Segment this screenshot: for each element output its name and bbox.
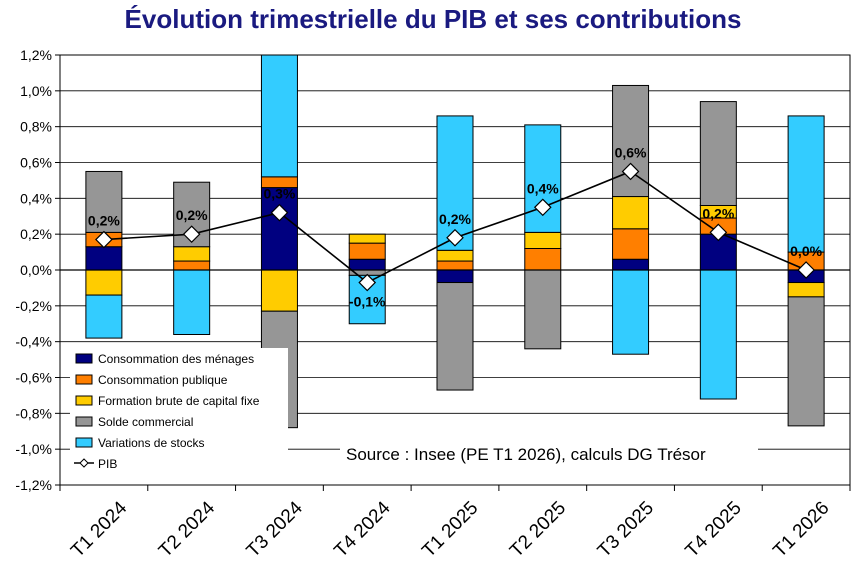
bar-segment — [524, 248, 562, 271]
x-category-label: T2 2025 — [506, 498, 570, 562]
bar-segment — [524, 124, 562, 233]
bar-segment — [173, 269, 211, 335]
legend-swatch — [75, 437, 93, 448]
pib-marker — [446, 228, 464, 247]
y-tick-label: 0,8% — [20, 119, 52, 135]
y-tick-label: 0,4% — [20, 190, 52, 206]
bar-segment — [524, 269, 562, 350]
legend-label: Variations de stocks — [98, 436, 205, 450]
legend-swatch — [75, 353, 93, 364]
pib-data-label: 0,2% — [439, 211, 471, 227]
y-tick-label: 1,2% — [20, 47, 52, 63]
bar-segment — [612, 269, 650, 355]
y-tick-label: -1,0% — [15, 441, 52, 457]
y-tick-label: -0,8% — [15, 405, 52, 421]
bar-segment — [173, 246, 211, 262]
bar-segment — [348, 242, 386, 260]
source-note: Source : Insee (PE T1 2026), calculs DG … — [346, 445, 706, 464]
x-category-label: T4 2025 — [682, 498, 746, 562]
y-tick-label: 0,0% — [20, 262, 52, 278]
pib-data-label: 0,2% — [702, 205, 734, 221]
bar-segment — [85, 170, 123, 233]
legend-label: Consommation publique — [98, 373, 228, 387]
bar-segment — [436, 269, 474, 284]
x-category-label: T1 2026 — [769, 498, 833, 562]
pib-marker — [533, 198, 552, 217]
x-category-label: T4 2024 — [330, 497, 394, 561]
x-category-label: T3 2025 — [594, 498, 658, 562]
x-category-label: T2 2024 — [155, 497, 219, 561]
bar-segment — [524, 231, 562, 249]
pib-data-label: 0,4% — [527, 180, 559, 196]
bar-segment — [85, 269, 123, 296]
legend-label: PIB — [98, 457, 117, 471]
bar-segment — [173, 260, 211, 271]
bar-segment — [85, 294, 123, 339]
bar-segment — [436, 249, 474, 262]
pib-data-label: 0,2% — [176, 207, 208, 223]
bar-segment — [612, 258, 650, 271]
y-tick-label: 0,2% — [20, 226, 52, 242]
pib-marker — [182, 225, 201, 244]
pib-data-label: -0,1% — [349, 294, 386, 310]
chart-title: Évolution trimestrielle du PIB et ses co… — [124, 4, 742, 34]
bar-segment — [787, 296, 825, 427]
bar-segment — [85, 246, 123, 271]
y-tick-label: -0,4% — [15, 334, 52, 350]
pib-marker — [270, 203, 289, 222]
y-tick-label: -1,2% — [15, 477, 52, 493]
source-box — [340, 438, 758, 468]
bar-segment — [260, 187, 298, 271]
bar-segment — [260, 54, 298, 178]
pib-data-label: 0,0% — [790, 243, 822, 259]
bar-segment — [348, 258, 386, 271]
legend-swatch — [75, 416, 93, 427]
legend-label: Solde commercial — [98, 415, 193, 429]
bar-segment — [787, 282, 825, 298]
legend-swatch — [75, 374, 93, 385]
bar-segment — [699, 269, 737, 400]
bar-segment — [348, 233, 386, 244]
x-category-label: T1 2025 — [418, 498, 482, 562]
bar-segment — [699, 101, 737, 206]
pib-marker — [797, 261, 815, 279]
bar-segment — [612, 196, 650, 230]
bar-segment — [787, 115, 825, 253]
x-category-label: T3 2024 — [243, 497, 307, 561]
pib-data-label: 0,3% — [263, 186, 295, 202]
bar-segment — [260, 269, 298, 312]
y-tick-label: 0,6% — [20, 155, 52, 171]
pib-data-label: 0,2% — [88, 213, 120, 229]
bar-segment — [436, 115, 474, 251]
bar-segment — [612, 228, 650, 260]
y-tick-label: 1,0% — [20, 83, 52, 99]
pib-marker — [709, 223, 728, 242]
legend-box — [70, 348, 288, 476]
x-category-label: T1 2024 — [67, 497, 131, 561]
pib-marker — [95, 230, 113, 249]
pib-marker — [621, 162, 640, 181]
y-tick-label: -0,2% — [15, 298, 52, 314]
legend-marker-swatch — [79, 458, 89, 468]
y-tick-label: -0,6% — [15, 370, 52, 386]
bar-segment — [436, 260, 474, 271]
legend-label: Consommation des ménages — [98, 352, 254, 366]
legend-label: Formation brute de capital fixe — [98, 394, 260, 408]
pib-data-label: 0,6% — [615, 144, 647, 160]
pib-marker — [358, 273, 377, 292]
legend-swatch — [75, 395, 93, 406]
bar-segment — [436, 282, 474, 391]
